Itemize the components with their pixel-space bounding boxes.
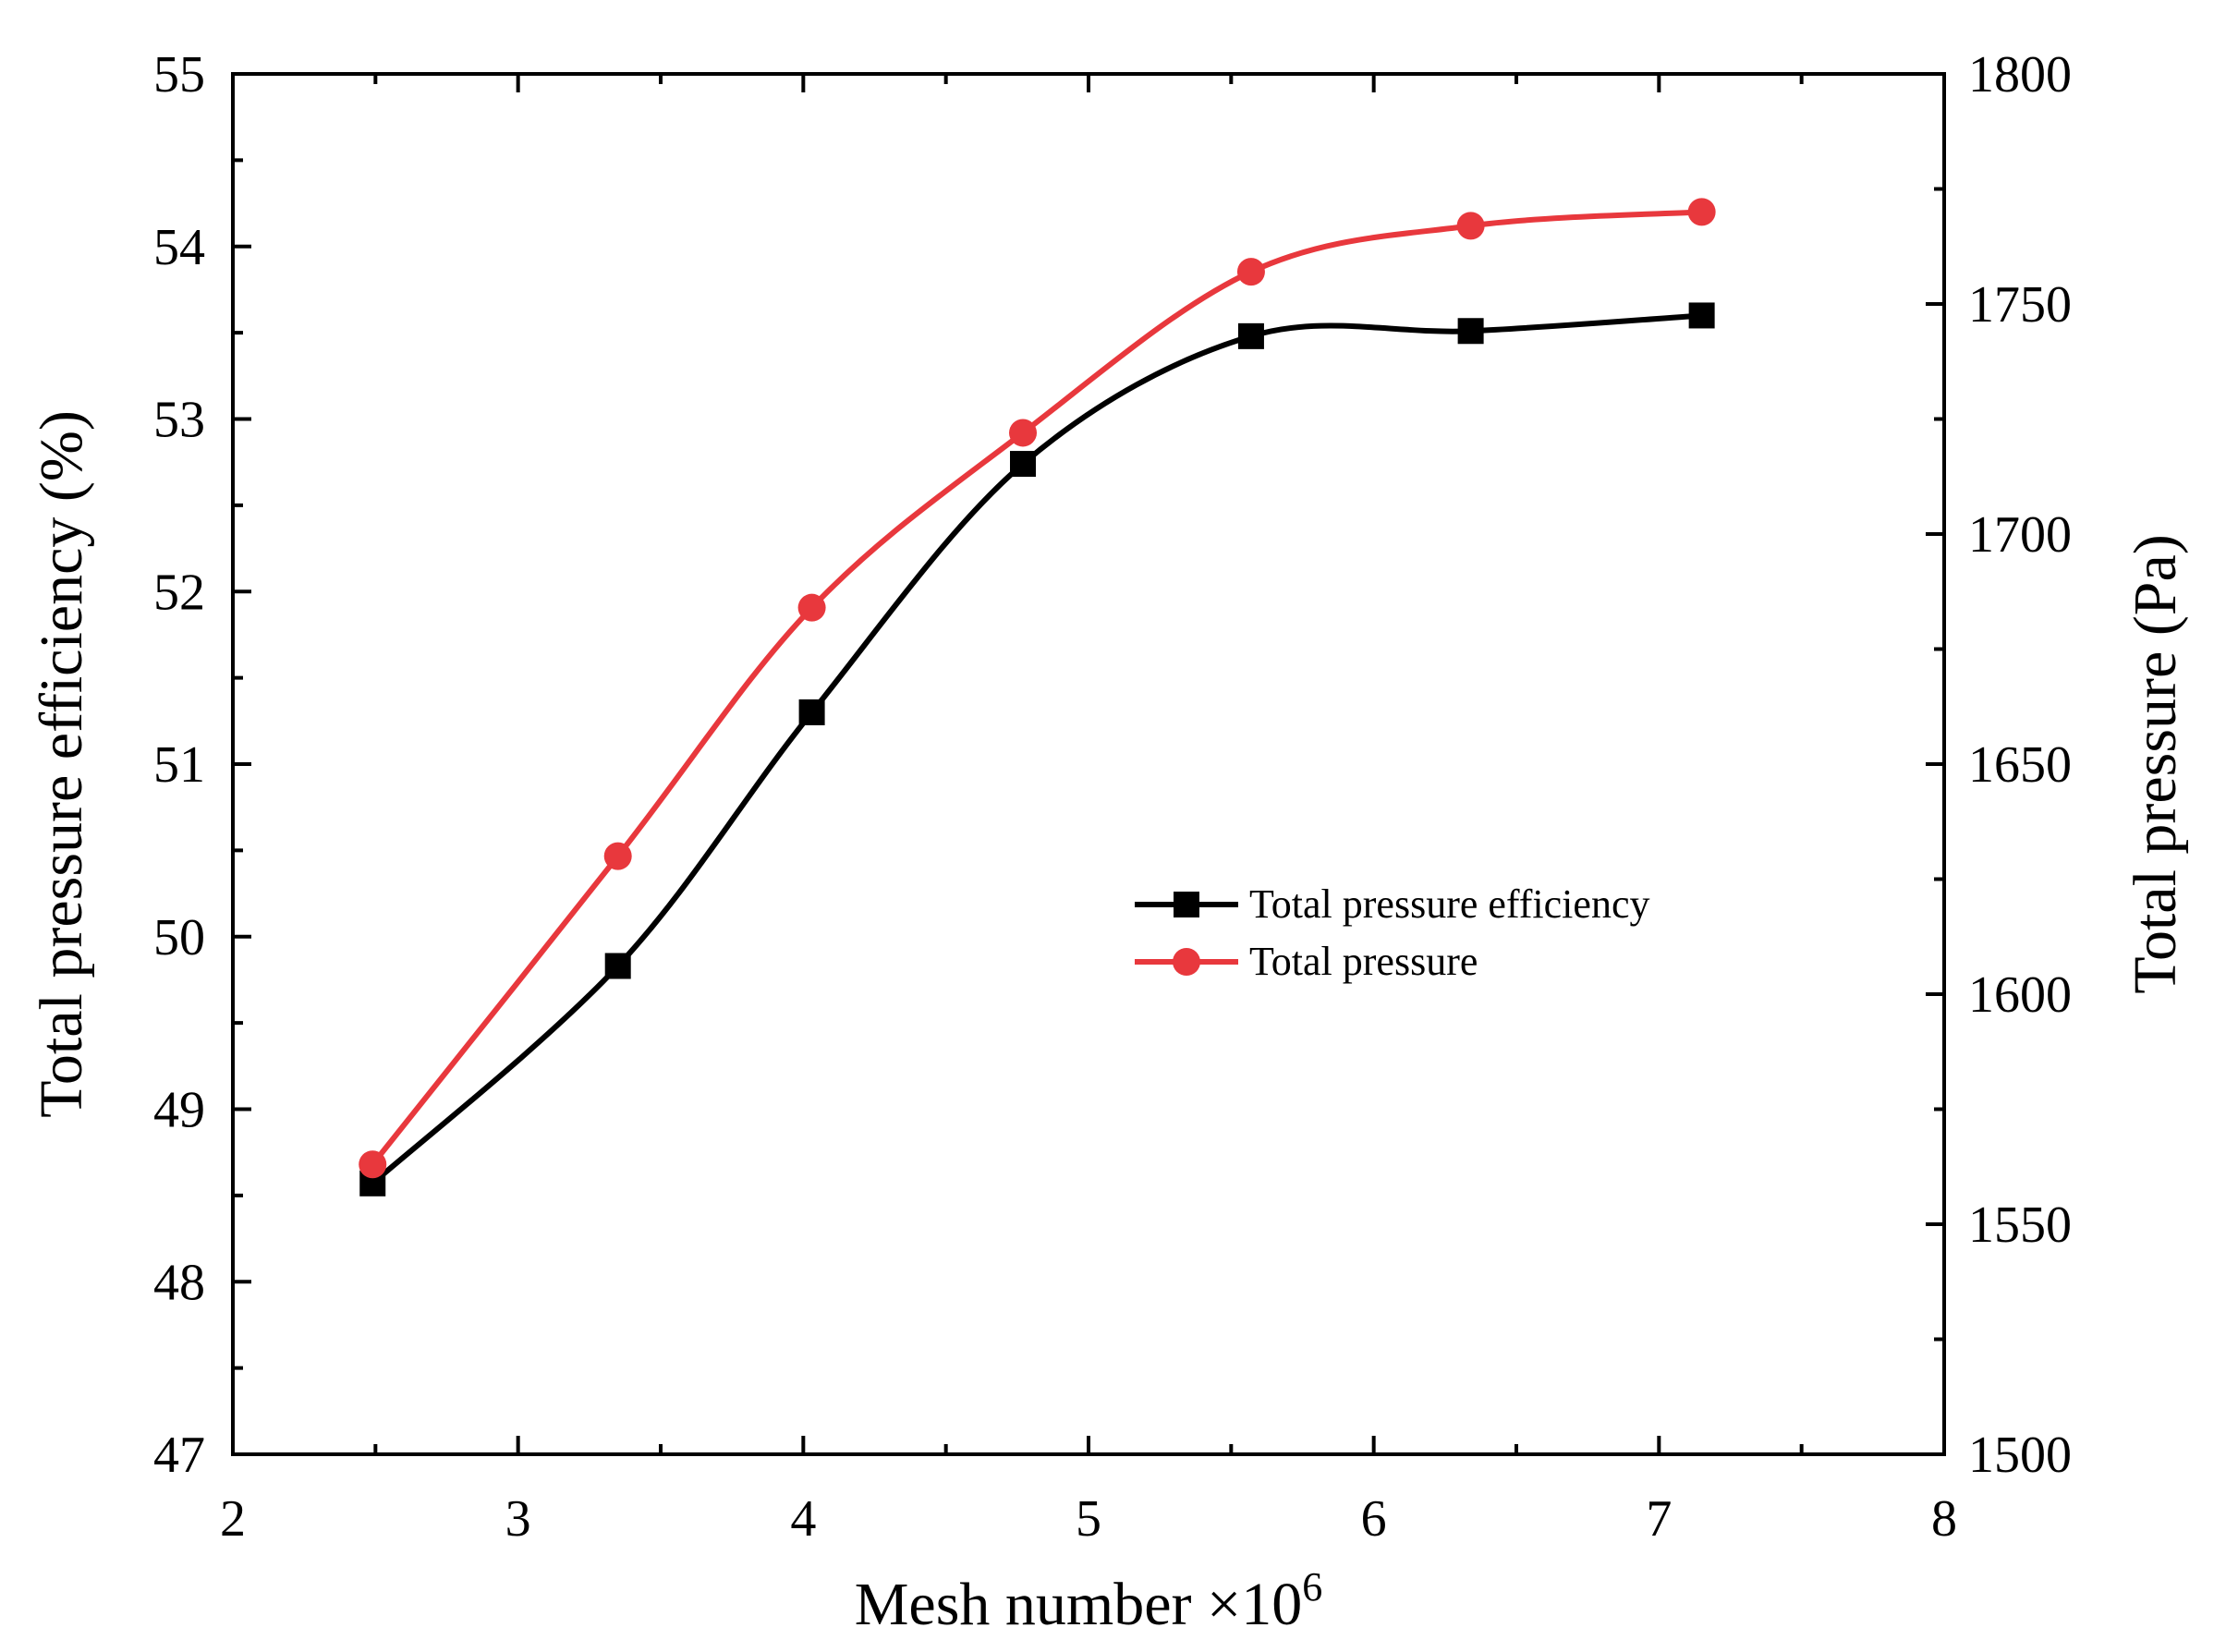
series-layer (359, 198, 1716, 1196)
y-left-tick-label: 47 (153, 1427, 205, 1484)
y-left-tick-label: 55 (153, 46, 205, 103)
y-right-axis-title: Total pressure (Pa) (2122, 534, 2189, 994)
x-tick-label: 3 (505, 1490, 531, 1548)
series-line-0 (371, 312, 1702, 1186)
data-point-efficiency (1457, 318, 1484, 345)
data-point-pressure (603, 842, 632, 870)
y-left-tick-label: 53 (153, 392, 205, 449)
x-tick-label: 8 (1931, 1490, 1957, 1548)
y-right-tick-label: 1600 (1968, 966, 2072, 1024)
y-left-tick-label: 51 (153, 736, 205, 794)
y-left-tick-label: 48 (153, 1254, 205, 1311)
x-tick-label: 2 (220, 1490, 246, 1548)
data-point-pressure (797, 593, 826, 622)
legend-marker-efficiency (1174, 892, 1199, 917)
y-right-tick-label: 1700 (1968, 506, 2072, 564)
y-right-tick-label: 1650 (1968, 736, 2072, 794)
x-tick-label: 6 (1361, 1490, 1387, 1548)
axis-ticks (231, 72, 1946, 1456)
data-point-pressure (1236, 258, 1265, 286)
data-point-pressure (1456, 212, 1485, 240)
legend-marker-pressure (1173, 948, 1200, 976)
legend-label-efficiency: Total pressure efficiency (1249, 881, 1649, 927)
x-axis-title: Mesh number ×106 (855, 1564, 1323, 1638)
y-left-tick-label: 50 (153, 909, 205, 966)
data-point-efficiency (798, 698, 825, 725)
y-left-axis-title: Total pressure efficiency (%) (28, 410, 95, 1118)
y-left-tick-label: 54 (153, 219, 205, 276)
x-tick-label: 5 (1076, 1490, 1101, 1548)
data-point-pressure (1009, 419, 1038, 447)
data-point-pressure (359, 1150, 387, 1179)
tick-labels: 2 3 4 5 6 7 8 47 48 49 50 51 52 53 54 55 1500 1550 1600 165… (153, 46, 2072, 1548)
y-right-tick-label: 1750 (1968, 276, 2072, 334)
legend-label-pressure: Total pressure (1249, 939, 1478, 984)
series-line-1 (370, 209, 1702, 1167)
data-point-pressure (1687, 198, 1716, 226)
legend: Total pressure efficiency Total pressure (1135, 881, 1649, 984)
data-point-efficiency (1237, 322, 1264, 349)
y-right-tick-label: 1500 (1968, 1427, 2072, 1484)
y-right-tick-label: 1800 (1968, 46, 2072, 103)
plot-frame (231, 72, 1946, 1456)
y-left-tick-label: 52 (153, 564, 205, 621)
x-tick-label: 4 (790, 1490, 816, 1548)
data-point-efficiency (1688, 302, 1715, 329)
x-axis-title-text: Mesh number ×10 (855, 1571, 1303, 1638)
y-left-tick-label: 49 (153, 1082, 205, 1139)
data-point-efficiency (604, 953, 631, 979)
y-right-tick-label: 1550 (1968, 1196, 2072, 1254)
x-axis-title-superscript: 6 (1302, 1564, 1322, 1609)
data-point-efficiency (1010, 451, 1037, 478)
x-tick-label: 7 (1646, 1490, 1672, 1548)
